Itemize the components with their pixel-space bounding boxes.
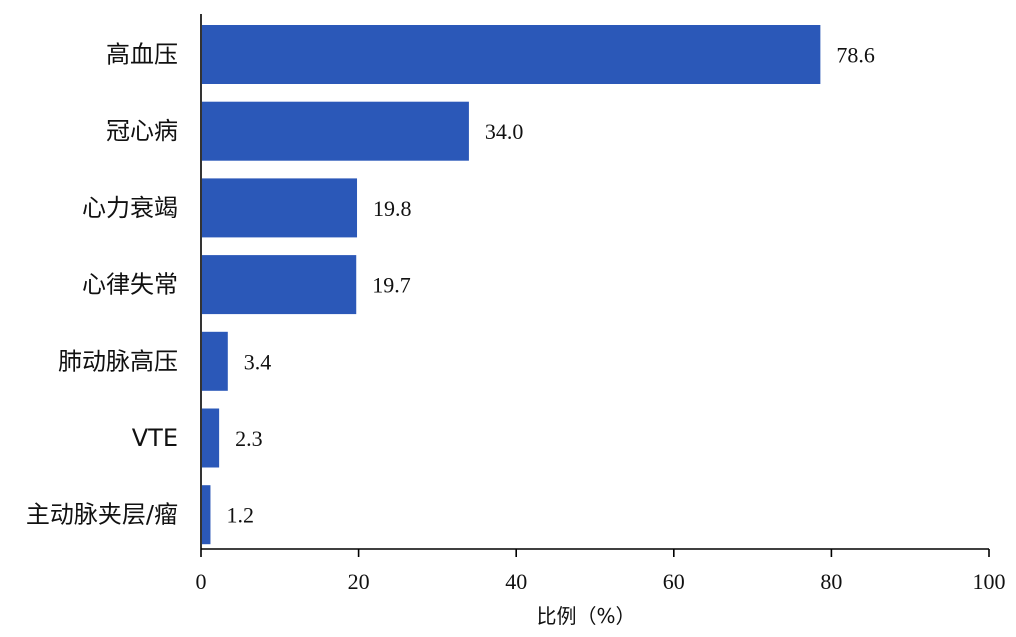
- value-label: 19.8: [373, 196, 412, 221]
- value-label: 1.2: [226, 503, 254, 528]
- category-label: 心律失常: [82, 271, 178, 299]
- value-label: 2.3: [235, 426, 263, 451]
- x-tick-label: 80: [820, 569, 842, 594]
- x-tick-label: 60: [663, 569, 685, 594]
- bar: [202, 178, 358, 238]
- value-label: 19.7: [372, 273, 411, 298]
- category-label: 主动脉夹层/瘤: [26, 501, 178, 529]
- category-label: VTE: [132, 424, 178, 452]
- x-axis-ticks: 0 20 40 60 80 100: [196, 549, 1006, 594]
- bar: [202, 101, 469, 161]
- bar: [202, 25, 821, 84]
- bar: [202, 255, 357, 315]
- value-label: 34.0: [485, 119, 524, 144]
- x-tick-label: 0: [196, 569, 207, 594]
- x-axis-title: 比例（%）: [536, 604, 635, 628]
- category-label: 肺动脉高压: [58, 347, 178, 375]
- bar: [202, 408, 220, 468]
- value-label: 3.4: [244, 349, 271, 374]
- x-tick-label: 20: [348, 569, 370, 594]
- category-label: 高血压: [106, 41, 178, 69]
- x-tick-label: 40: [505, 569, 527, 594]
- x-tick-label: 100: [973, 569, 1006, 594]
- bars-group: [202, 25, 821, 545]
- value-labels: 78.6 34.0 19.8 19.7 3.4 2.3 1.2: [226, 43, 874, 528]
- category-label: 冠心病: [106, 117, 178, 145]
- bar: [202, 331, 228, 391]
- bar: [202, 485, 211, 545]
- category-label: 心力衰竭: [82, 194, 178, 222]
- value-label: 78.6: [836, 43, 875, 68]
